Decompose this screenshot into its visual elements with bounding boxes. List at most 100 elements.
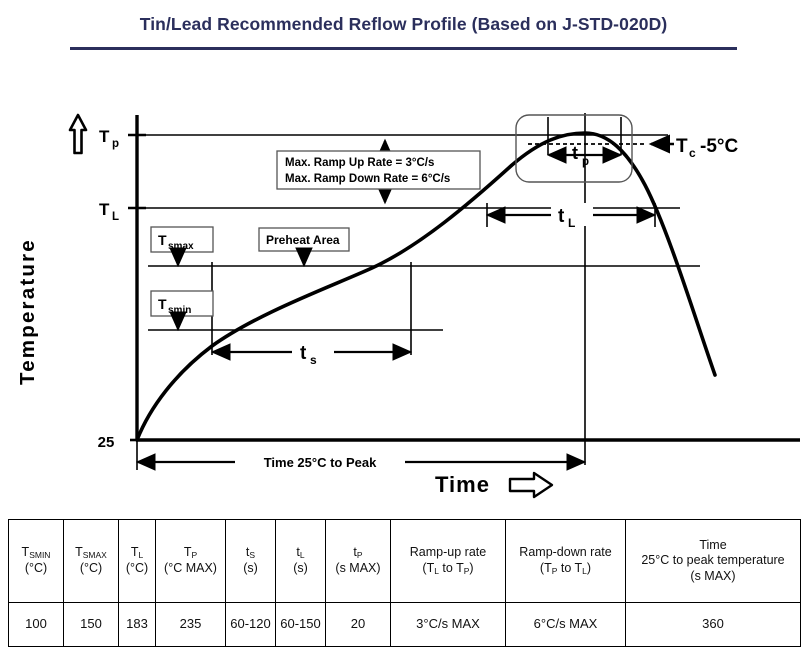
value-ramp-up-rate: 3°C/s MAX bbox=[390, 602, 506, 647]
header-ramp-up-sub1: L bbox=[434, 566, 439, 576]
tl-axis-label-sub: L bbox=[112, 211, 119, 223]
ramp-rate-note-box bbox=[276, 150, 481, 190]
tl-axis-label: T L bbox=[99, 200, 119, 223]
title-underline-divider bbox=[70, 47, 737, 50]
tsmax-label-sub: smax bbox=[168, 241, 194, 252]
header-ramp-down-post: ) bbox=[586, 561, 592, 575]
header-tp-time-unit: (s MAX) bbox=[335, 561, 381, 575]
tl-label-backdrop bbox=[551, 203, 593, 226]
header-tsmin-main: T bbox=[21, 545, 30, 560]
tc-label-sub: c bbox=[689, 146, 696, 160]
header-tp-time: tP (s MAX) bbox=[325, 519, 391, 603]
header-tsmax-unit: (°C) bbox=[79, 561, 103, 575]
time-to-peak-label: Time 25°C to Peak bbox=[264, 455, 377, 470]
header-ts: tS (s) bbox=[225, 519, 276, 603]
header-tsmax-sub: SMAX bbox=[82, 550, 107, 561]
value-time-to-peak: 360 bbox=[625, 602, 801, 647]
header-tl-time: tL (s) bbox=[275, 519, 326, 603]
ts-label-sub: s bbox=[310, 353, 317, 367]
value-tl: 183 bbox=[118, 602, 156, 647]
header-ramp-up-sub2: P bbox=[463, 566, 470, 576]
header-ramp-down-rate: Ramp-down rate (TP to TL) bbox=[505, 519, 626, 603]
header-ramp-down-sub1: P bbox=[551, 566, 558, 576]
header-tl-time-main: t bbox=[296, 545, 300, 560]
tc-label-main: T bbox=[676, 136, 688, 157]
header-ramp-down-line2: (TP to TL) bbox=[539, 561, 592, 576]
x-axis-title: Time bbox=[435, 472, 490, 497]
tsmin-label: T smin bbox=[158, 296, 191, 316]
header-tsmin-sub: SMIN bbox=[29, 550, 51, 561]
x-axis-arrow-icon bbox=[508, 471, 554, 499]
header-tsmax-main: T bbox=[75, 545, 83, 560]
header-ramp-up-post: ) bbox=[469, 561, 474, 575]
header-ramp-up-line1: Ramp-up rate bbox=[409, 545, 487, 560]
ts-dimension-label: t s bbox=[300, 343, 317, 367]
header-tsmin-unit: (°C) bbox=[24, 561, 48, 575]
ramp-down-rate-note: Max. Ramp Down Rate = 6°C/s bbox=[285, 173, 450, 185]
reflow-spec-table: TSMIN (°C) TSMAX (°C) TL (°C) TP (°C MAX… bbox=[8, 519, 801, 647]
header-tsmax: TSMAX (°C) bbox=[63, 519, 119, 603]
y-axis-title: Temperature bbox=[16, 238, 39, 385]
tp-axis-label-sub: p bbox=[112, 138, 119, 150]
tsmin-label-main: T bbox=[158, 296, 167, 312]
tp-dim-label-main: t bbox=[572, 143, 578, 163]
header-ramp-up-mid: to T bbox=[438, 561, 464, 575]
header-time-to-peak-line3: (s MAX) bbox=[690, 568, 736, 583]
header-tp: TP (°C MAX) bbox=[155, 519, 226, 603]
header-ramp-down-mid: to T bbox=[557, 561, 583, 575]
header-tl-time-sub: L bbox=[299, 550, 305, 561]
preheat-area-label: Preheat Area bbox=[266, 233, 340, 247]
origin-temperature-label: 25 bbox=[98, 434, 115, 451]
tl-dim-label-sub: L bbox=[568, 216, 575, 230]
header-tp-sub: P bbox=[191, 550, 198, 561]
time-to-peak-label-backdrop bbox=[235, 451, 405, 472]
header-ts-unit: (s) bbox=[243, 561, 258, 575]
value-ts: 60-120 bbox=[225, 602, 276, 647]
tp-dim-label-sub: p bbox=[582, 156, 589, 168]
header-ts-sub: S bbox=[249, 550, 256, 561]
value-tsmax: 150 bbox=[63, 602, 119, 647]
y-axis-arrow-icon bbox=[68, 113, 88, 155]
table-header-row: TSMIN (°C) TSMAX (°C) TL (°C) TP (°C MAX… bbox=[8, 519, 801, 603]
header-ramp-up-line2: (TL to TP) bbox=[422, 561, 474, 576]
header-tp-unit: (°C MAX) bbox=[164, 561, 217, 575]
header-time-to-peak-line2: 25°C to peak temperature bbox=[641, 553, 785, 568]
tl-axis-label-main: T bbox=[99, 200, 110, 219]
header-tl: TL (°C) bbox=[118, 519, 156, 603]
page-title: Tin/Lead Recommended Reflow Profile (Bas… bbox=[139, 14, 668, 34]
value-ramp-down-rate: 6°C/s MAX bbox=[505, 602, 626, 647]
tp-axis-label: T p bbox=[99, 127, 119, 150]
table-value-row: 100 150 183 235 60-120 60-150 20 3°C/s M… bbox=[8, 602, 801, 647]
header-tp-time-sub: P bbox=[356, 550, 363, 561]
peak-detail-callout-box bbox=[515, 114, 633, 183]
tsmax-label: T smax bbox=[158, 232, 194, 252]
tl-dimension-label: t L bbox=[558, 206, 575, 230]
ts-label-main: t bbox=[300, 343, 307, 364]
header-time-to-peak-line1: Time bbox=[699, 537, 727, 552]
reflow-spec-table-container: TSMIN (°C) TSMAX (°C) TL (°C) TP (°C MAX… bbox=[8, 519, 801, 647]
value-tl-time: 60-150 bbox=[275, 602, 326, 647]
reflow-profile-chart: Temperature T p T L 25 bbox=[0, 55, 807, 510]
page-title-container: Tin/Lead Recommended Reflow Profile (Bas… bbox=[0, 14, 807, 35]
tc-label-rest: -5°C bbox=[700, 136, 738, 157]
value-tp: 235 bbox=[155, 602, 226, 647]
axis-lines bbox=[135, 115, 800, 442]
value-tsmin: 100 bbox=[8, 602, 64, 647]
header-tp-time-main: t bbox=[353, 545, 357, 560]
tsmin-label-sub: smin bbox=[168, 305, 191, 316]
header-tl-main: T bbox=[130, 545, 139, 560]
header-tl-unit: (°C) bbox=[125, 561, 149, 575]
tp-dimension-label: t p bbox=[572, 143, 589, 168]
header-ramp-down-pre: (T bbox=[539, 561, 552, 575]
header-ramp-up-pre: (T bbox=[422, 561, 435, 575]
header-tl-time-unit: (s) bbox=[293, 561, 308, 575]
tp-axis-label-main: T bbox=[99, 127, 110, 146]
tsmax-label-main: T bbox=[158, 232, 167, 248]
value-tp-time: 20 bbox=[325, 602, 391, 647]
header-ramp-down-line1: Ramp-down rate bbox=[519, 545, 612, 560]
ts-label-backdrop bbox=[292, 341, 334, 363]
ramp-up-rate-note: Max. Ramp Up Rate = 3°C/s bbox=[285, 157, 434, 169]
header-time-to-peak: Time 25°C to peak temperature (s MAX) bbox=[625, 519, 801, 603]
tl-dim-label-main: t bbox=[558, 206, 565, 227]
